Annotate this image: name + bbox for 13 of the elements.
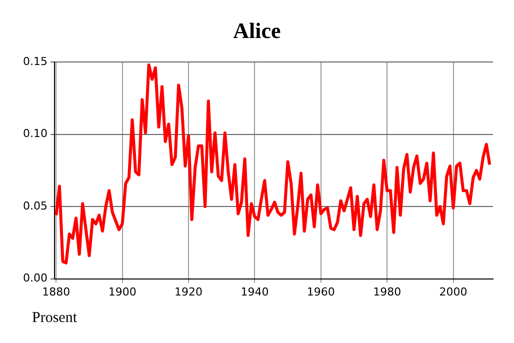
y-tick-label: 0.15 bbox=[22, 54, 48, 68]
x-tick-label: 1960 bbox=[306, 285, 335, 298]
x-tick-label: 1880 bbox=[42, 285, 70, 298]
chart-title: Alice bbox=[232, 18, 282, 44]
y-tick-label: 0.10 bbox=[22, 127, 48, 140]
y-tick-label: 0.05 bbox=[22, 199, 48, 212]
y-tick-label: 0.00 bbox=[22, 272, 48, 285]
x-tick-label: 1900 bbox=[108, 285, 136, 298]
x-tick-label: 1920 bbox=[174, 285, 203, 298]
x-tick-label: 2000 bbox=[439, 285, 468, 298]
x-tick-label: 1980 bbox=[373, 285, 402, 298]
x-tick-label: 1940 bbox=[240, 285, 269, 298]
y-axis-title: Prosent bbox=[32, 310, 77, 327]
